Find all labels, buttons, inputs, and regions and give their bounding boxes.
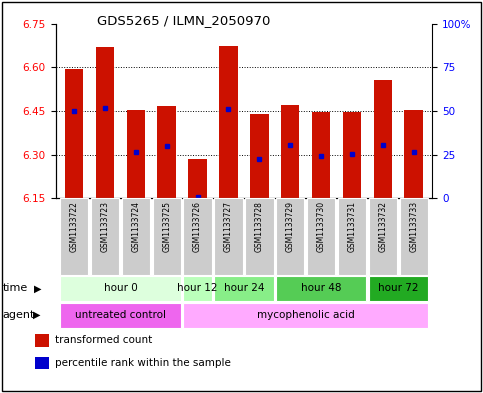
Bar xyxy=(312,112,330,198)
Bar xyxy=(127,110,145,198)
Bar xyxy=(281,105,299,198)
Bar xyxy=(65,69,84,198)
Bar xyxy=(188,159,207,198)
FancyBboxPatch shape xyxy=(122,198,150,275)
Text: ▶: ▶ xyxy=(34,283,42,294)
FancyBboxPatch shape xyxy=(60,303,181,328)
Text: GSM1133729: GSM1133729 xyxy=(286,201,295,252)
Bar xyxy=(343,112,361,198)
Text: GSM1133727: GSM1133727 xyxy=(224,201,233,252)
Text: GDS5265 / ILMN_2050970: GDS5265 / ILMN_2050970 xyxy=(97,14,270,27)
FancyBboxPatch shape xyxy=(369,276,428,301)
Text: time: time xyxy=(2,283,28,294)
FancyBboxPatch shape xyxy=(60,276,181,301)
Text: GSM1133732: GSM1133732 xyxy=(378,201,387,252)
Bar xyxy=(219,46,238,198)
Text: GSM1133725: GSM1133725 xyxy=(162,201,171,252)
Text: GSM1133733: GSM1133733 xyxy=(409,201,418,252)
Text: percentile rank within the sample: percentile rank within the sample xyxy=(56,358,231,368)
FancyBboxPatch shape xyxy=(276,276,366,301)
Text: GSM1133731: GSM1133731 xyxy=(347,201,356,252)
Text: mycophenolic acid: mycophenolic acid xyxy=(257,310,355,320)
Bar xyxy=(404,110,423,198)
Text: agent: agent xyxy=(2,310,35,320)
Bar xyxy=(157,106,176,198)
Text: hour 48: hour 48 xyxy=(301,283,341,294)
FancyBboxPatch shape xyxy=(91,198,119,275)
FancyBboxPatch shape xyxy=(307,198,335,275)
FancyBboxPatch shape xyxy=(184,276,212,301)
Text: GSM1133726: GSM1133726 xyxy=(193,201,202,252)
FancyBboxPatch shape xyxy=(245,198,273,275)
Bar xyxy=(374,81,392,198)
Text: GSM1133728: GSM1133728 xyxy=(255,201,264,252)
Text: hour 12: hour 12 xyxy=(177,283,218,294)
FancyBboxPatch shape xyxy=(369,198,397,275)
Bar xyxy=(250,114,269,198)
FancyBboxPatch shape xyxy=(60,198,88,275)
FancyBboxPatch shape xyxy=(338,198,366,275)
Bar xyxy=(35,356,49,369)
FancyBboxPatch shape xyxy=(214,198,242,275)
FancyBboxPatch shape xyxy=(184,198,212,275)
Text: ▶: ▶ xyxy=(33,310,41,320)
Text: GSM1133722: GSM1133722 xyxy=(70,201,79,252)
FancyBboxPatch shape xyxy=(399,198,428,275)
FancyBboxPatch shape xyxy=(184,303,428,328)
Text: hour 72: hour 72 xyxy=(378,283,419,294)
Text: transformed count: transformed count xyxy=(56,335,153,345)
Text: GSM1133724: GSM1133724 xyxy=(131,201,141,252)
Text: GSM1133730: GSM1133730 xyxy=(317,201,326,252)
FancyBboxPatch shape xyxy=(214,276,273,301)
Bar xyxy=(35,334,49,347)
Text: GSM1133723: GSM1133723 xyxy=(100,201,110,252)
Bar xyxy=(96,48,114,198)
Text: hour 24: hour 24 xyxy=(224,283,264,294)
Text: untreated control: untreated control xyxy=(75,310,166,320)
FancyBboxPatch shape xyxy=(153,198,181,275)
FancyBboxPatch shape xyxy=(276,198,304,275)
Text: hour 0: hour 0 xyxy=(103,283,137,294)
